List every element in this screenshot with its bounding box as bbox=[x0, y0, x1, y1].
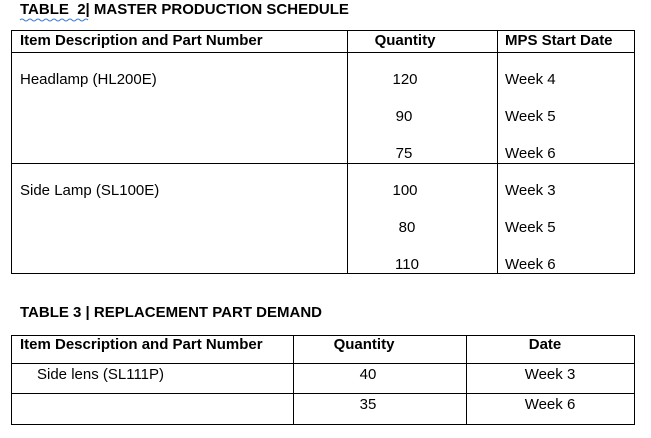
cell: Week 6 bbox=[505, 256, 556, 273]
spell-check-underline bbox=[19, 18, 89, 22]
cell: 35 bbox=[360, 396, 377, 413]
table-border bbox=[11, 335, 635, 425]
header: Date bbox=[529, 336, 562, 353]
table-title: TABLE 3 | REPLACEMENT PART DEMAND bbox=[20, 304, 322, 321]
table-border bbox=[11, 30, 635, 274]
table-2: Item Description and Part Number Quantit… bbox=[11, 30, 635, 274]
cell: Week 3 bbox=[525, 366, 576, 383]
cell: Week 5 bbox=[505, 108, 556, 125]
cell: Week 6 bbox=[525, 396, 576, 413]
cell: Headlamp (HL200E) bbox=[20, 71, 157, 88]
cell: 100 bbox=[392, 182, 417, 199]
cell: 40 bbox=[360, 366, 377, 383]
cell: Side lens (SL111P) bbox=[37, 366, 164, 383]
header: Item Description and Part Number bbox=[20, 32, 263, 49]
cell: Week 3 bbox=[505, 182, 556, 199]
header: Quantity bbox=[334, 336, 395, 353]
cell: Side Lamp (SL100E) bbox=[20, 182, 159, 199]
cell: Week 4 bbox=[505, 71, 556, 88]
cell: 80 bbox=[399, 219, 416, 236]
table-title: TABLE 2| MASTER PRODUCTION SCHEDULE bbox=[20, 1, 349, 18]
header: MPS Start Date bbox=[505, 32, 613, 49]
cell: Week 5 bbox=[505, 219, 556, 236]
cell: Week 6 bbox=[505, 145, 556, 162]
cell: 75 bbox=[396, 145, 413, 162]
cell: 120 bbox=[392, 71, 417, 88]
cell: 110 bbox=[395, 256, 419, 273]
header: Item Description and Part Number bbox=[20, 336, 263, 353]
table-3: Item Description and Part Number Quantit… bbox=[11, 335, 635, 425]
cell: 90 bbox=[396, 108, 413, 125]
header: Quantity bbox=[375, 32, 436, 49]
